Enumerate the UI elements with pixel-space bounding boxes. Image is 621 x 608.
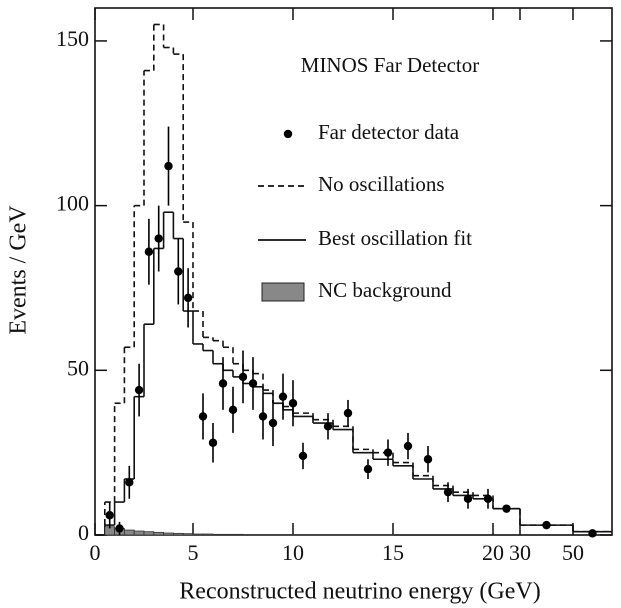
x-tick-label: 30 bbox=[509, 540, 531, 565]
background-bar bbox=[143, 531, 155, 536]
data-point bbox=[125, 478, 134, 487]
background-bar bbox=[153, 531, 165, 536]
data-point bbox=[588, 529, 597, 538]
x-axis-label: Reconstructed neutrino energy (GeV) bbox=[179, 579, 540, 605]
data-point bbox=[423, 455, 433, 464]
data-point bbox=[144, 247, 154, 256]
background-bar bbox=[163, 532, 174, 536]
data-point bbox=[443, 487, 453, 497]
data-point bbox=[134, 385, 144, 395]
background-bar bbox=[202, 533, 214, 536]
data-point bbox=[502, 504, 511, 513]
data-point bbox=[183, 293, 193, 303]
y-axis-label: Events / GeV bbox=[6, 205, 32, 335]
y-tick-label: 100 bbox=[56, 191, 89, 216]
legend-label: NC background bbox=[318, 278, 452, 302]
x-tick-label: 5 bbox=[188, 540, 199, 565]
data-point bbox=[105, 511, 114, 520]
data-point bbox=[323, 422, 333, 431]
data-point bbox=[288, 399, 298, 408]
data-point bbox=[238, 372, 248, 382]
data-point bbox=[208, 438, 218, 447]
data-point bbox=[542, 520, 551, 530]
background-bar bbox=[212, 533, 224, 536]
data-point bbox=[363, 464, 373, 474]
background-bar bbox=[232, 533, 244, 536]
legend-label: Best oscillation fit bbox=[318, 226, 472, 250]
x-tick-label: 15 bbox=[382, 540, 404, 565]
y-tick-label: 50 bbox=[67, 355, 89, 380]
data-point bbox=[248, 379, 258, 388]
data-point bbox=[115, 524, 124, 533]
background-bar bbox=[222, 533, 234, 536]
data-point bbox=[228, 405, 238, 415]
legend-label: Far detector data bbox=[318, 120, 460, 144]
data-point bbox=[343, 408, 353, 418]
x-tick-label: 10 bbox=[282, 540, 304, 565]
data-point bbox=[164, 161, 173, 171]
legend-label: No oscillations bbox=[318, 172, 445, 196]
x-tick-label: 50 bbox=[562, 540, 584, 565]
annotation: MINOS Far Detector bbox=[301, 53, 479, 77]
y-tick-label: 150 bbox=[56, 26, 89, 51]
y-tick-label: 0 bbox=[78, 520, 89, 545]
data-point bbox=[463, 494, 473, 503]
data-point bbox=[154, 234, 163, 243]
background-bar bbox=[133, 530, 145, 536]
background-bar bbox=[124, 529, 135, 536]
x-tick-label: 20 bbox=[482, 540, 504, 565]
background-bar bbox=[172, 532, 184, 536]
x-tick-label: 0 bbox=[90, 540, 101, 565]
data-point bbox=[258, 412, 268, 421]
background-bar bbox=[192, 533, 204, 536]
legend-swatch bbox=[261, 282, 305, 302]
data-point bbox=[198, 412, 208, 421]
legend-marker bbox=[283, 129, 293, 139]
data-point bbox=[298, 451, 308, 461]
background-bar bbox=[182, 533, 194, 536]
data-point bbox=[218, 379, 228, 388]
data-point bbox=[268, 418, 278, 428]
data-point bbox=[383, 448, 393, 457]
data-point bbox=[174, 267, 183, 276]
data-point bbox=[278, 392, 288, 401]
data-point bbox=[403, 441, 413, 451]
data-point bbox=[483, 494, 493, 503]
plot-frame bbox=[94, 7, 613, 536]
